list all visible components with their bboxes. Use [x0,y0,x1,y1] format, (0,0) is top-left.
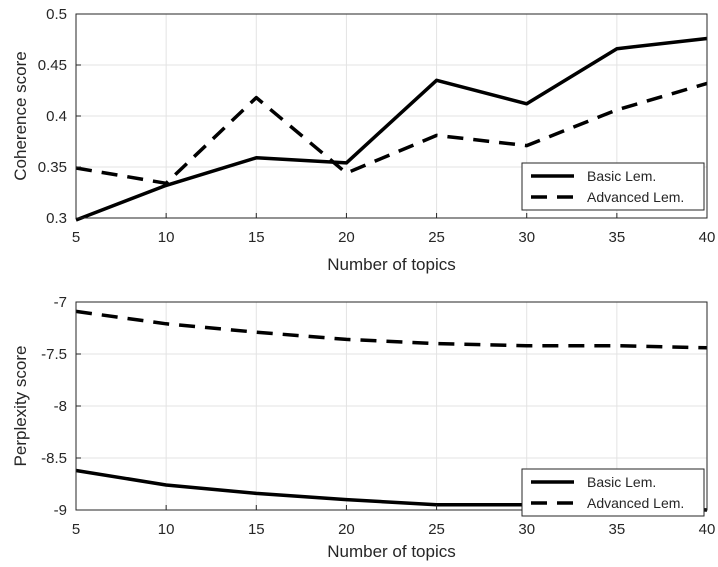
legend-label: Advanced Lem. [587,495,684,511]
x-tick-label: 10 [158,521,175,538]
legend-label: Basic Lem. [587,168,656,184]
y-tick-label: 0.45 [38,57,67,74]
y-tick-label: -7 [54,294,67,311]
legend-box [521,468,705,517]
x-axis-label: Number of topics [327,542,456,561]
coherence-chart: 5 10 15 20 25 30 35 40 0.3 0.35 0.4 0.45 0.5 Number o… [11,6,715,274]
x-tick-label: 10 [158,229,175,246]
y-tick-label: 0.3 [46,210,67,227]
x-axis-label: Number of topics [327,255,456,274]
legend: Basic Lem. Advanced Lem. [521,468,705,517]
legend: Basic Lem. Advanced Lem. [521,162,705,211]
y-axis-label: Coherence score [11,51,30,180]
y-tick-label: 0.35 [38,159,67,176]
y-tick-label: -8 [54,398,67,415]
y-tick-label: 0.4 [46,108,67,125]
y-tick-label: -7.5 [41,346,67,363]
series-line-advanced-lem [75,309,708,350]
x-tick-label: 20 [338,521,355,538]
series-line-advanced-lem [75,81,708,186]
x-tick-label: 15 [248,521,265,538]
y-tick-label: -9 [54,502,67,519]
legend-label: Basic Lem. [587,474,656,490]
x-tick-label: 30 [518,229,535,246]
x-tick-label: 40 [699,229,716,246]
x-tick-label: 25 [428,229,445,246]
x-tick-label: 35 [609,521,626,538]
y-tick-label: -8.5 [41,450,67,467]
x-tick-label: 35 [609,229,626,246]
x-tick-label: 20 [338,229,355,246]
y-axis-label: Perplexity score [11,346,30,467]
x-tick-label: 40 [699,521,716,538]
x-tick-label: 5 [72,521,80,538]
x-tick-label: 30 [518,521,535,538]
series-line-basic-lem [75,36,708,222]
legend-box [521,162,705,211]
x-tick-label: 5 [72,229,80,246]
x-tick-label: 25 [428,521,445,538]
legend-label: Advanced Lem. [587,189,684,205]
y-tick-label: 0.5 [46,6,67,23]
x-tick-label: 15 [248,229,265,246]
perplexity-chart: 5 10 15 20 25 30 35 40 -9 -8.5 -8 -7.5 -7 Number of t… [11,294,715,561]
